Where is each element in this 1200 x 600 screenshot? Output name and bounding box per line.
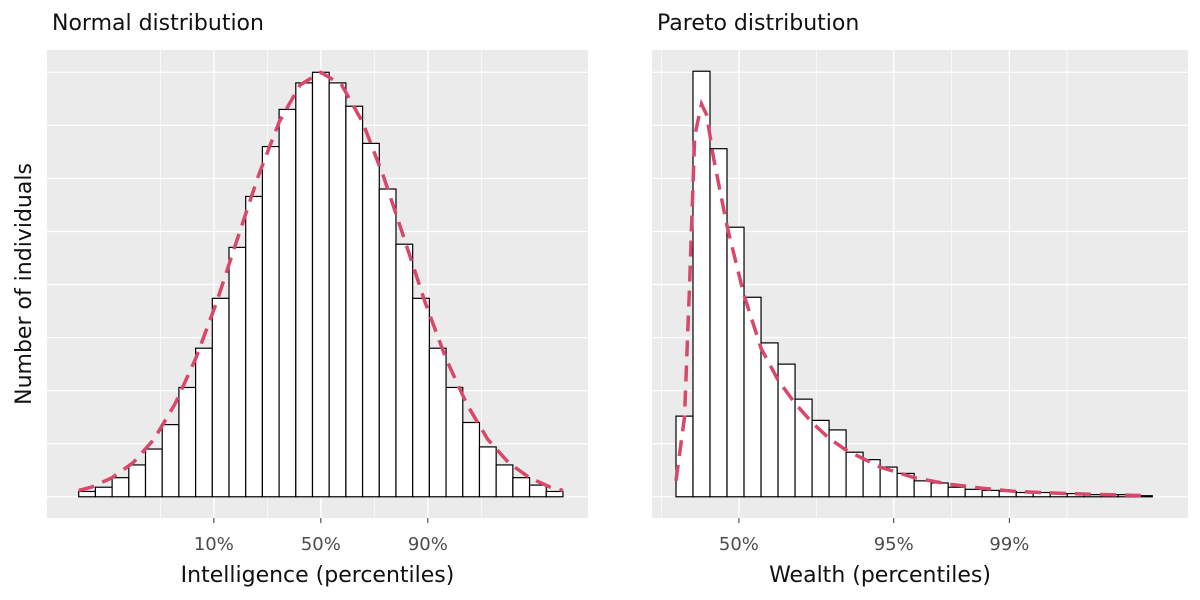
- bar: [930, 482, 949, 498]
- bar: [328, 82, 347, 498]
- bar: [94, 486, 113, 498]
- density-curve: [78, 70, 564, 493]
- bar: [195, 347, 213, 498]
- chart-title: Pareto distribution: [657, 11, 859, 36]
- bar: [378, 188, 397, 498]
- bar: [111, 477, 130, 498]
- bar: [78, 490, 97, 498]
- bar: [777, 363, 796, 498]
- bar: [495, 464, 514, 498]
- bar: [709, 148, 728, 498]
- bar: [361, 142, 380, 498]
- bar: [528, 484, 547, 498]
- bar: [311, 71, 330, 498]
- bar: [245, 195, 263, 498]
- bar: [144, 448, 163, 498]
- bar: [862, 459, 881, 498]
- bar: [178, 386, 197, 498]
- bar: [692, 70, 711, 498]
- bar: [278, 108, 297, 498]
- bar: [161, 424, 180, 498]
- bar: [462, 421, 481, 498]
- x-tick-label: 99%: [989, 534, 1029, 555]
- x-tick-label: 10%: [194, 534, 234, 555]
- bar: [395, 243, 414, 498]
- x-tick-label: 90%: [408, 534, 448, 555]
- bar: [228, 246, 247, 498]
- chart-title: Normal distribution: [52, 11, 264, 36]
- x-axis-label: Wealth (percentiles): [769, 563, 991, 588]
- bar: [545, 490, 564, 498]
- bar: [345, 105, 364, 498]
- x-tick-label: 50%: [719, 534, 759, 555]
- bar: [512, 477, 531, 498]
- bar: [828, 429, 847, 498]
- density-curve: [674, 98, 1148, 498]
- bar: [726, 226, 745, 498]
- bar: [428, 347, 447, 498]
- bar: [412, 297, 430, 498]
- x-axis-label: Intelligence (percentiles): [181, 563, 455, 588]
- bar: [128, 464, 147, 498]
- bar: [445, 386, 464, 498]
- bar: [964, 488, 983, 498]
- x-tick-label: 95%: [874, 534, 914, 555]
- bar: [760, 342, 779, 498]
- bar: [947, 486, 966, 498]
- bar: [913, 480, 932, 498]
- bar: [211, 297, 230, 498]
- x-tick-label: 50%: [301, 534, 341, 555]
- bar: [478, 446, 497, 498]
- bar: [295, 82, 314, 498]
- bar: [261, 145, 280, 498]
- bar: [981, 489, 1000, 498]
- y-axis-label: Number of individuals: [12, 163, 37, 405]
